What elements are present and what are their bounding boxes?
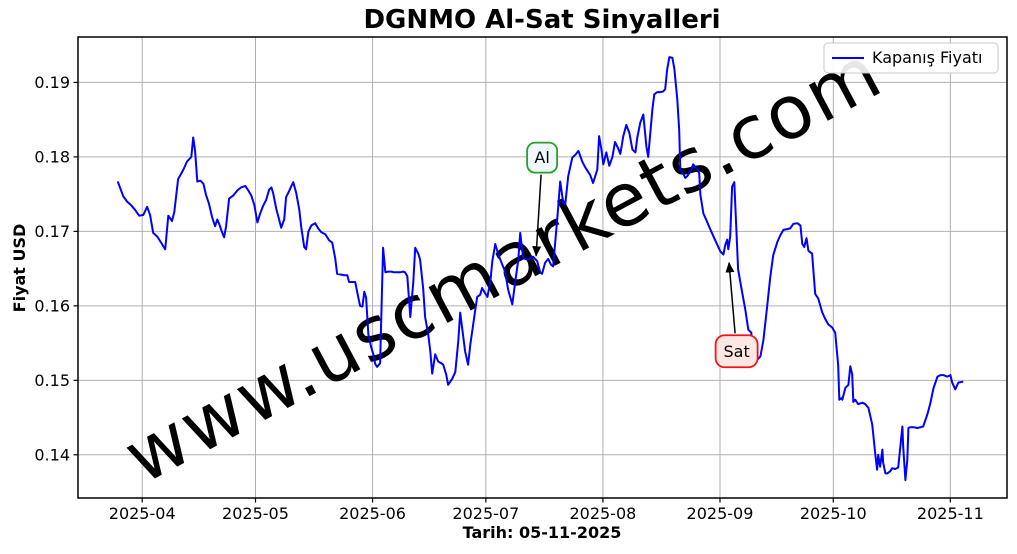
chart-title: DGNMO Al-Sat Sinyalleri [363,5,720,35]
x-tick-label: 2025-08 [569,504,636,523]
y-tick-label: 0.17 [34,222,70,241]
x-tick-label: 2025-11 [917,504,984,523]
tick-labels: 2025-04 2025-05 2025-06 2025-07 2025-08 2025-… [34,73,983,523]
x-tick-label: 2025-10 [800,504,867,523]
legend-box [823,42,999,74]
x-tick-label: 2025-05 [222,504,289,523]
sell-signal-arrow [725,261,736,334]
legend-label: Kapanış Fiyatı [872,48,982,67]
sell-signal-label: Sat [723,342,749,361]
sell-signal-box [714,334,759,369]
buy-signal-annotation: Al [526,141,559,257]
x-tick-label: 2025-06 [339,504,406,523]
x-axis-label: Tarih: 05-11-2025 [463,523,622,542]
buy-signal-label: Al [534,148,549,167]
y-tick-label: 0.16 [34,296,70,315]
y-tick-label: 0.15 [34,371,70,390]
axis-ticks [73,81,951,503]
x-tick-label: 2025-04 [109,504,176,523]
y-tick-label: 0.14 [34,445,70,464]
x-tick-label: 2025-09 [687,504,754,523]
y-tick-label: 0.18 [34,147,70,166]
close-price-line [117,56,964,482]
x-tick-label: 2025-07 [452,504,519,523]
buy-signal-box [526,141,559,174]
sell-signal-annotation: Sat [714,261,759,369]
legend: Kapanış Fiyatı [823,42,999,74]
y-axis-label: Fiyat USD [10,224,29,313]
buy-signal-arrow [532,174,542,257]
y-tick-label: 0.19 [34,73,70,92]
plot-border [77,36,1008,499]
